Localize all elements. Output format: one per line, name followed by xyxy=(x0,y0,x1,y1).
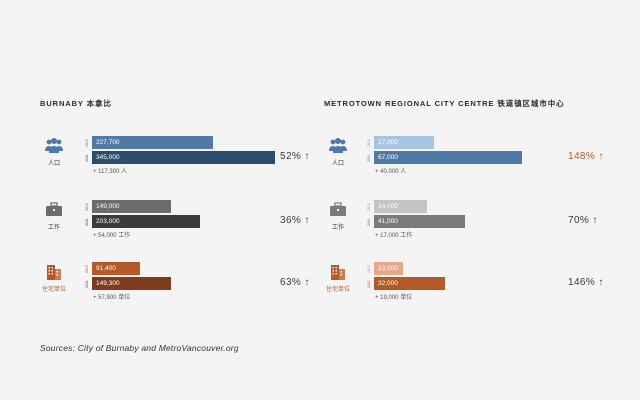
delta-label: + 19,000 单位 xyxy=(375,295,413,301)
percent-change: 146% ↑ xyxy=(568,277,604,288)
briefcase-icon: 工作 xyxy=(40,200,68,240)
bar-value-label: 91,400 xyxy=(96,265,116,272)
bar-value-label: 203,000 xyxy=(96,218,120,225)
bar-2016 xyxy=(374,262,403,275)
bar-2016 xyxy=(374,136,434,149)
people-icon: 人口 xyxy=(324,136,352,176)
group-2: 住宅单位 91,400 2016 149,300 2041 + 57,900 单位 63% … xyxy=(0,262,320,312)
briefcase-icon: 工作 xyxy=(324,200,352,240)
year-label: 2041 xyxy=(367,154,371,162)
percent-change: 70% ↑ xyxy=(568,215,598,226)
group-1: 工作 24,000 2016 41,000 2041 + 17,000 工作 70% ↑ xyxy=(320,200,640,250)
year-label: 2041 xyxy=(85,218,89,226)
category-label: 工作 xyxy=(47,225,60,231)
year-label: 2016 xyxy=(367,203,371,211)
group-0: 人口 227,700 2016 345,000 2041 + 117,300 人 52% ↑ xyxy=(0,136,320,186)
delta-label: + 57,900 单位 xyxy=(93,295,131,301)
bar-value-label: 27,000 xyxy=(378,139,398,146)
delta-label: + 17,000 工作 xyxy=(375,233,413,239)
group-2: 住宅单位 13,000 2016 32,000 2041 + 19,000 单位 146% … xyxy=(320,262,640,312)
bar-value-label: 149,000 xyxy=(96,203,120,210)
group-0: 人口 27,000 2016 67,000 2041 + 40,000 人 148% ↑ xyxy=(320,136,640,186)
year-label: 2016 xyxy=(85,203,89,211)
bar-2041 xyxy=(374,151,522,164)
year-label: 2041 xyxy=(85,280,89,288)
building-icon: 住宅单位 xyxy=(324,262,352,302)
year-label: 2016 xyxy=(367,265,371,273)
year-label: 2016 xyxy=(367,139,371,147)
year-label: 2041 xyxy=(367,280,371,288)
bar-2016 xyxy=(374,200,427,213)
category-label: 人口 xyxy=(47,161,60,167)
panel-title: METROTOWN REGIONAL CITY CENTRE 铁道镇区城市中心 xyxy=(324,99,565,108)
delta-label: + 40,000 人 xyxy=(375,169,407,175)
building-icon: 住宅单位 xyxy=(40,262,68,302)
percent-change: 36% ↑ xyxy=(280,215,310,226)
year-label: 2041 xyxy=(367,218,371,226)
metrotown-panel: METROTOWN REGIONAL CITY CENTRE 铁道镇区城市中心 … xyxy=(320,0,640,400)
bar-2041 xyxy=(92,215,200,228)
year-label: 2041 xyxy=(85,154,89,162)
bar-2041 xyxy=(92,151,275,164)
category-label: 工作 xyxy=(331,225,344,231)
bar-2016 xyxy=(92,200,172,213)
delta-label: + 117,300 人 xyxy=(93,169,128,175)
bar-value-label: 32,000 xyxy=(378,280,398,287)
bar-2041 xyxy=(374,215,465,228)
bar-value-label: 227,700 xyxy=(96,139,120,146)
year-label: 2016 xyxy=(85,265,89,273)
percent-change: 148% ↑ xyxy=(568,151,604,162)
bar-value-label: 13,000 xyxy=(378,265,398,272)
percent-change: 63% ↑ xyxy=(280,277,310,288)
bar-value-label: 149,300 xyxy=(96,280,120,287)
bar-value-label: 24,000 xyxy=(378,203,398,210)
burnaby-panel: BURNABY 本拿比 人口 227,700 2016 345,000 2041 + 11… xyxy=(0,99,320,312)
panel-title: BURNABY 本拿比 xyxy=(40,99,112,108)
bar-2016 xyxy=(92,262,141,275)
bar-value-label: 41,000 xyxy=(378,218,398,225)
group-1: 工作 149,000 2016 203,000 2041 + 54,000 工作 36% ↑ xyxy=(0,200,320,250)
bar-2016 xyxy=(92,136,213,149)
source-note: Sources: City of Burnaby and MetroVancou… xyxy=(40,343,239,353)
bar-2041 xyxy=(92,277,172,290)
bar-value-label: 345,000 xyxy=(96,154,120,161)
bar-2041 xyxy=(374,277,445,290)
category-label: 人口 xyxy=(331,161,344,167)
year-label: 2016 xyxy=(85,139,89,147)
percent-change: 52% ↑ xyxy=(280,151,310,162)
people-icon: 人口 xyxy=(40,136,68,176)
bar-value-label: 67,000 xyxy=(378,154,398,161)
category-label: 住宅单位 xyxy=(41,287,66,293)
category-label: 住宅单位 xyxy=(325,287,350,293)
delta-label: + 54,000 工作 xyxy=(93,233,131,239)
